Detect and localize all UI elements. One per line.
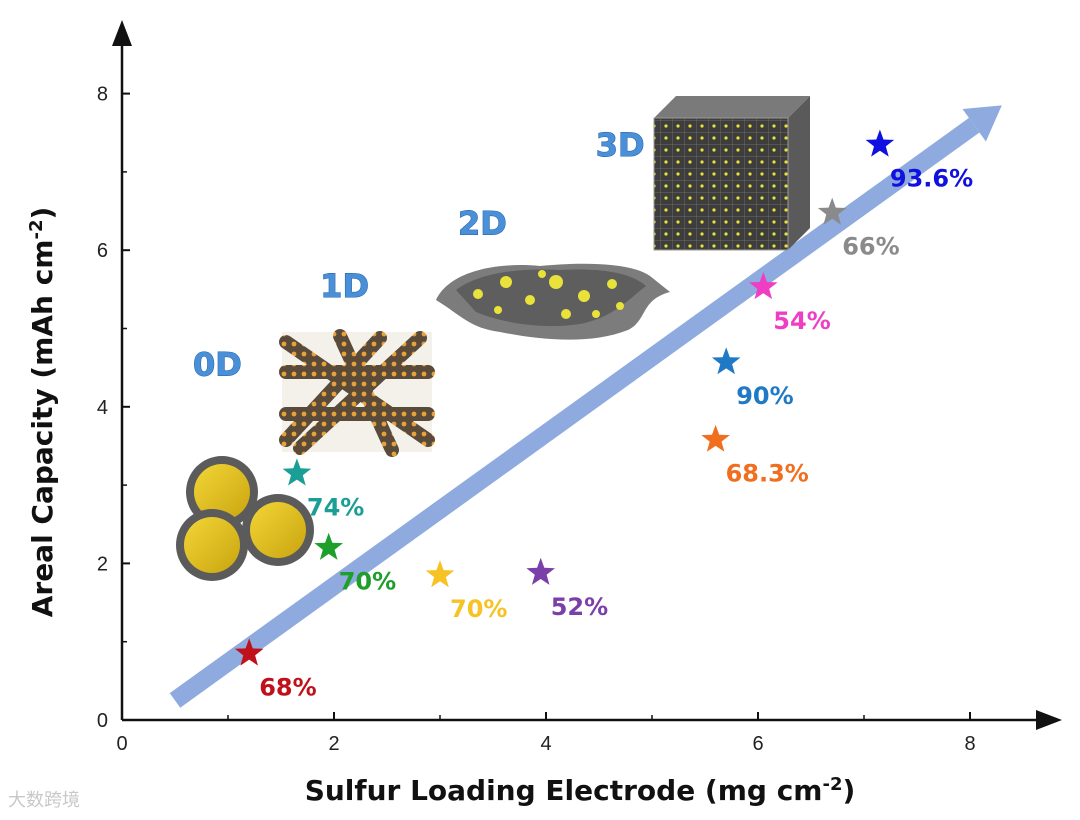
x-tick-label: 4 bbox=[540, 733, 551, 755]
y-tick-label: 4 bbox=[97, 397, 108, 419]
dimension-label-3d: 3D bbox=[596, 126, 645, 164]
y-axis-title: Areal Capacity (mAh cm-2) bbox=[26, 207, 60, 618]
data-point-label: 90% bbox=[736, 382, 793, 410]
trend-arrow-head bbox=[962, 105, 1002, 142]
data-point-star bbox=[817, 197, 847, 225]
data-point-label: 66% bbox=[842, 233, 899, 261]
dimension-label-2d: 2D bbox=[458, 205, 507, 243]
data-point-label: 68.3% bbox=[726, 460, 809, 488]
data-point-label: 70% bbox=[339, 568, 396, 596]
data-points: 68% 70% 74% 70% 52% 68.3% 90% 54% 66% 93.6% bbox=[234, 129, 973, 701]
watermark: 大数跨境 bbox=[8, 790, 80, 811]
y-tick-label: 6 bbox=[97, 240, 108, 262]
x-tick-label: 0 bbox=[116, 733, 127, 755]
data-point-star bbox=[234, 638, 264, 666]
dimension-label-1d: 1D bbox=[320, 267, 369, 305]
data-point-label: 74% bbox=[307, 493, 364, 521]
data-point-label: 54% bbox=[773, 307, 830, 335]
x-tick-label: 6 bbox=[752, 733, 763, 755]
data-point-star bbox=[425, 560, 455, 588]
data-point-star bbox=[314, 532, 343, 560]
two-d-sheet-illustration bbox=[436, 263, 670, 340]
data-point-star bbox=[701, 424, 730, 452]
data-point-star bbox=[526, 557, 555, 585]
y-tick-label: 8 bbox=[97, 84, 108, 106]
data-point-star bbox=[749, 272, 778, 300]
data-point-label: 70% bbox=[450, 595, 507, 623]
three-d-framework-illustration bbox=[653, 96, 810, 251]
dimension-label-0d: 0D bbox=[193, 345, 242, 383]
axis-ticks: 0 2 4 6 8 0 2 4 6 8 bbox=[97, 84, 976, 755]
data-point-star bbox=[865, 129, 895, 157]
y-tick-label: 2 bbox=[97, 553, 108, 575]
data-point-label: 52% bbox=[551, 593, 608, 621]
trend-arrow-shaft bbox=[169, 117, 980, 708]
x-tick-label: 8 bbox=[964, 733, 975, 755]
axes bbox=[112, 20, 1062, 730]
one-d-fibers-illustration bbox=[279, 329, 435, 457]
data-point-label: 93.6% bbox=[890, 164, 973, 192]
data-point-label: 68% bbox=[259, 673, 316, 701]
data-point-star bbox=[282, 458, 312, 486]
x-axis-title: Sulfur Loading Electrode (mg cm-2) bbox=[305, 774, 856, 808]
zero-d-spheres-illustration bbox=[176, 456, 314, 581]
trend-arrow bbox=[169, 105, 1002, 708]
x-tick-label: 2 bbox=[328, 733, 339, 755]
data-point-star bbox=[711, 347, 741, 375]
dimension-labels: 0D 1D 2D 3D bbox=[192, 126, 645, 384]
y-tick-label: 0 bbox=[97, 710, 108, 732]
